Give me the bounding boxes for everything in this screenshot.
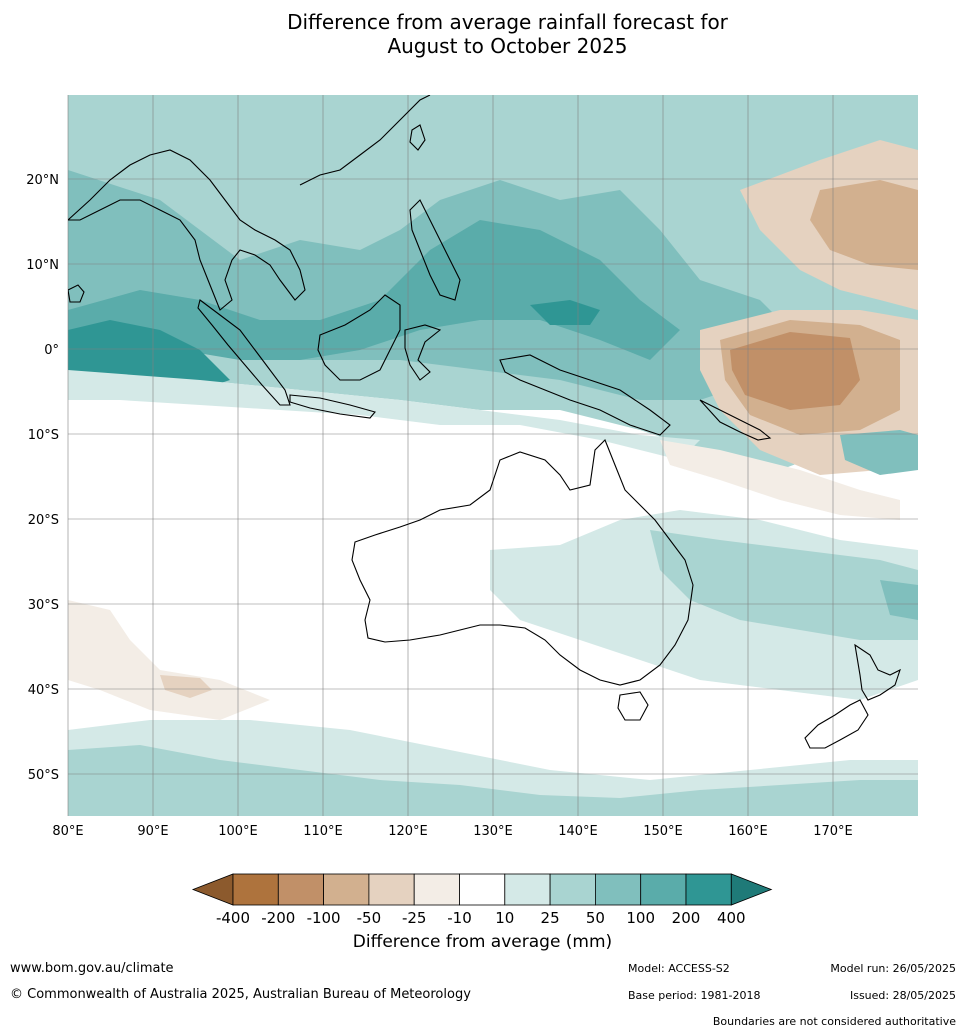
wet-region-coral [840, 430, 918, 475]
lon-label-170: 170°E [813, 824, 853, 839]
new-zealand-north-coast [854, 643, 901, 701]
lat-label-40s: 40°S [28, 683, 59, 698]
colorbar-extend-high [730, 873, 773, 906]
colorbar-swatch [277, 873, 325, 906]
wet-region-core-2 [530, 300, 600, 325]
lon-label-150: 150°E [643, 824, 683, 839]
footer-base-period: Base period: 1981-2018 [628, 989, 761, 1002]
light-wet-band [68, 370, 700, 460]
coastlines [68, 95, 901, 749]
colorbar: -400 -200 -100 -50 -25 -10 10 25 50 100 200 400 [191, 873, 773, 927]
java-coast [289, 394, 376, 419]
lon-label-80: 80°E [52, 824, 83, 839]
sumatra-coast [197, 299, 291, 406]
philippines-coast [409, 199, 461, 301]
colorbar-tick-label: -25 [402, 909, 427, 927]
lon-label-100: 100°E [218, 824, 258, 839]
title-line-1: Difference from average rainfall forecas… [287, 10, 728, 34]
colorbar-tick-label: 200 [672, 909, 701, 927]
footer-url[interactable]: www.bom.gov.au/climate [10, 961, 174, 976]
solomon-islands-coast [699, 399, 772, 441]
colorbar-swatches [191, 873, 773, 906]
australia-coast [351, 439, 694, 686]
lat-label-10n: 10°N [26, 258, 59, 273]
colorbar-swatch [413, 873, 460, 906]
wet-region-east-australia-2 [650, 530, 918, 640]
colorbar-swatch [323, 873, 370, 906]
lat-label-20n: 20°N [26, 173, 59, 188]
wet-region-equatorial [68, 220, 680, 370]
colorbar-extend-low [191, 873, 234, 906]
colorbar-tick-label: -400 [216, 909, 250, 927]
dry-region-indian-core [160, 675, 212, 698]
new-guinea-coast [499, 354, 671, 436]
footer-model: Model: ACCESS-S2 [628, 962, 730, 975]
dry-region-pacific-core [730, 332, 860, 410]
lat-label-30s: 30°S [28, 598, 59, 613]
colorbar-title: Difference from average (mm) [352, 932, 613, 952]
new-zealand-south-coast [804, 699, 869, 749]
lon-label-140: 140°E [558, 824, 598, 839]
footer-issued: Issued: 28/05/2025 [849, 989, 956, 1002]
lon-label-120: 120°E [388, 824, 428, 839]
dry-band-tasman [660, 440, 900, 520]
title-line-2: August to October 2025 [387, 34, 628, 58]
lon-label-160: 160°E [728, 824, 768, 839]
wet-region-east-australia-3 [880, 580, 918, 620]
tasmania-coast [617, 691, 649, 721]
colorbar-tick-label: 25 [541, 909, 560, 927]
sri-lanka-coast [68, 284, 85, 303]
colorbar-tick-label: 50 [586, 909, 605, 927]
lon-label-130: 130°E [473, 824, 513, 839]
colorbar-swatch [685, 873, 732, 906]
wet-region-southern-ocean-2 [68, 745, 918, 816]
colorbar-swatch [504, 873, 551, 906]
lat-label-50s: 50°S [28, 768, 59, 783]
colorbar-tick-label: 400 [717, 909, 746, 927]
mainland-asia-coast [68, 149, 306, 311]
footer-copyright: © Commonwealth of Australia 2025, Austra… [10, 987, 471, 1002]
graticule [67, 95, 918, 816]
colorbar-tick-label: -100 [307, 909, 341, 927]
sulawesi-coast [404, 324, 442, 381]
dry-region-ne-strong [810, 180, 918, 270]
colorbar-tick-label: -10 [447, 909, 472, 927]
wet-region-core [68, 320, 230, 390]
footer-model-run: Model run: 26/05/2025 [830, 962, 956, 975]
longitude-labels: 80°E 90°E 100°E 110°E 120°E 130°E 140°E … [52, 824, 852, 839]
colorbar-swatch [549, 873, 596, 906]
footer-disclaimer: Boundaries are not considered authoritat… [712, 1015, 956, 1028]
lat-label-10s: 10°S [28, 428, 59, 443]
colorbar-tick-label: 10 [495, 909, 514, 927]
dry-region-indian [68, 600, 270, 720]
lon-label-90: 90°E [137, 824, 168, 839]
colorbar-tick-label: 100 [626, 909, 655, 927]
rainfall-map: 80°E 90°E 100°E 110°E 120°E 130°E 140°E … [26, 95, 918, 839]
lat-label-20s: 20°S [28, 513, 59, 528]
colorbar-swatch [640, 873, 687, 906]
colorbar-swatch [459, 873, 506, 906]
taiwan-coast [409, 124, 426, 151]
latitude-labels: 20°N 10°N 0° 10°S 20°S 30°S 40°S 50°S [26, 173, 59, 783]
colorbar-swatch [368, 873, 415, 906]
colorbar-tick-label: -50 [357, 909, 382, 927]
lat-label-0: 0° [44, 343, 59, 358]
colorbar-tick-label: -200 [261, 909, 295, 927]
rainfall-anomaly-field [68, 95, 918, 816]
borneo-coast [317, 294, 401, 381]
colorbar-labels: -400 -200 -100 -50 -25 -10 10 25 50 100 200 400 [216, 909, 746, 927]
china-coast [299, 95, 431, 186]
lon-label-110: 110°E [303, 824, 343, 839]
map-title: Difference from average rainfall forecas… [0, 10, 965, 58]
colorbar-swatch [232, 873, 279, 906]
colorbar-swatch [594, 873, 642, 906]
